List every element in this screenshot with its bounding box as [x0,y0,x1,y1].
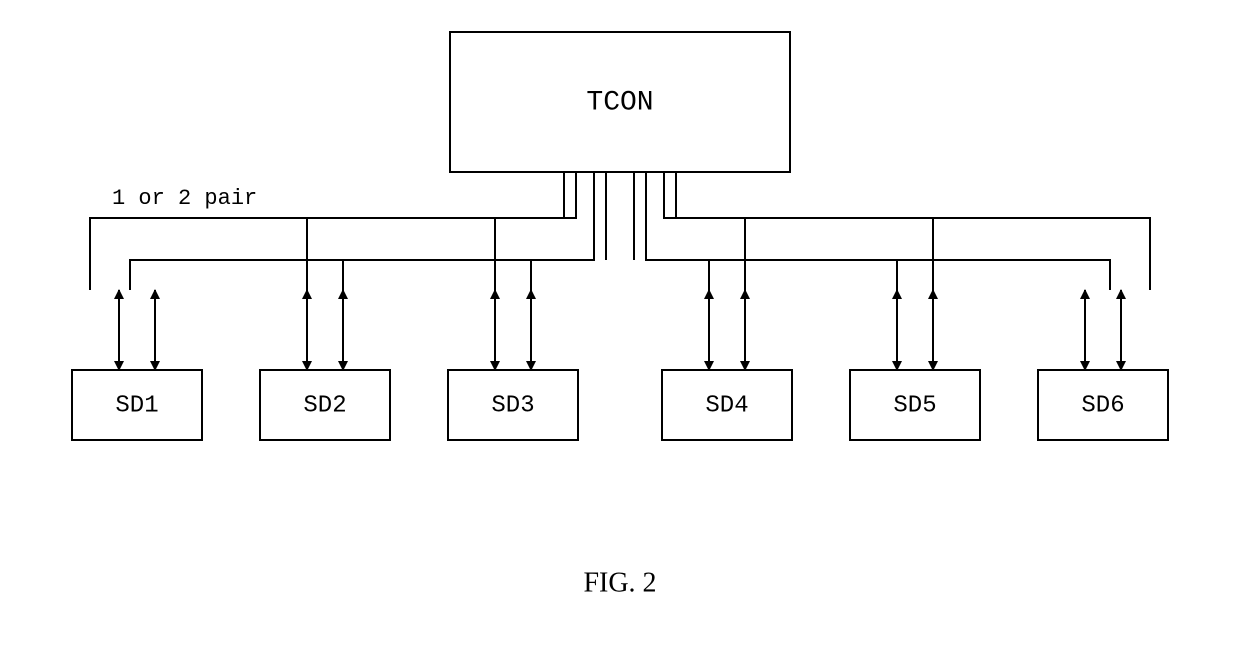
figure-caption: FIG. 2 [583,567,656,598]
diagram-canvas: TCON 1 or 2 pair SD1 SD2 SD3 SD4 SD5 SD6 FIG. 2 [0,0,1240,649]
sd-label-sd5: SD5 [893,392,936,419]
tcon-label: TCON [586,87,653,118]
sd-label-sd2: SD2 [303,392,346,419]
pair-annotation: 1 or 2 pair [112,186,257,211]
sd-label-sd3: SD3 [491,392,534,419]
sd-label-sd1: SD1 [115,392,158,419]
bus-right-inner [646,172,1110,290]
bus-right-outer [664,172,1150,290]
sd-label-sd4: SD4 [705,392,748,419]
sd-label-sd6: SD6 [1081,392,1124,419]
